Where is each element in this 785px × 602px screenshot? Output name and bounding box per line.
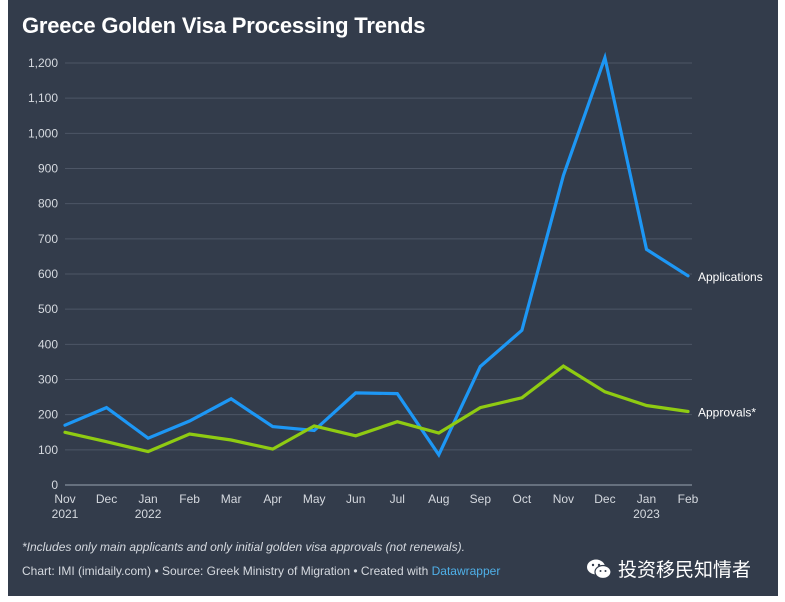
footnote: *Includes only main applicants and only … [22, 540, 465, 554]
x-tick-label: Sep [470, 492, 492, 506]
series-line-approvals [63, 364, 690, 454]
x-tick-label: Dec [96, 492, 117, 506]
x-tick-label: Feb [179, 492, 200, 506]
series-label: Approvals* [698, 406, 756, 420]
y-tick-label: 0 [51, 478, 58, 492]
wechat-icon [587, 559, 612, 579]
y-tick-label: 900 [38, 162, 58, 176]
x-tick-label: Oct [513, 492, 532, 506]
chart-title: Greece Golden Visa Processing Trends [22, 13, 426, 38]
x-tick-label: Mar [221, 492, 242, 506]
y-tick-label: 300 [38, 373, 58, 387]
series-line-applications [63, 51, 690, 459]
y-tick-label: 800 [38, 197, 58, 211]
x-tick-label: Jul [390, 492, 405, 506]
watermark: 投资移民知情者 [586, 555, 751, 582]
x-tick-year-label: 2021 [52, 507, 79, 521]
x-tick-label: Jan [138, 492, 157, 506]
datawrapper-link[interactable]: Datawrapper [431, 564, 501, 578]
x-tick-year-label: 2022 [135, 507, 162, 521]
x-tick-label: Jan [637, 492, 656, 506]
y-tick-label: 400 [38, 337, 58, 351]
y-tick-label: 1,100 [28, 91, 58, 105]
y-tick-label: 1,000 [28, 126, 58, 140]
x-tick-label: Apr [263, 492, 282, 506]
y-tick-label: 200 [38, 408, 58, 422]
x-tick-year-label: 2023 [633, 507, 660, 521]
grid-lines [65, 62, 692, 486]
x-tick-label: Nov [553, 492, 574, 506]
x-tick-label: Jun [346, 492, 365, 506]
credit-text: Chart: IMI (imidaily.com) • Source: Gree… [22, 564, 432, 578]
x-tick-label: Nov [54, 492, 75, 506]
y-axis-ticks: 0 100 200 300 400 500 600 700 800 900 1,000 1,100 1,… [28, 56, 58, 492]
y-tick-label: 500 [38, 302, 58, 316]
chart-card: Greece Golden Visa Processing Trends 0 10… [8, 0, 778, 596]
y-tick-label: 100 [38, 443, 58, 457]
series-label: Applications [698, 270, 763, 284]
series-lines [63, 51, 690, 459]
y-tick-label: 1,200 [28, 56, 58, 70]
y-tick-label: 700 [38, 232, 58, 246]
watermark-text: 投资移民知情者 [618, 560, 752, 581]
line-chart: 0 100 200 300 400 500 600 700 800 900 1,000 1,100 1,… [28, 51, 763, 521]
x-tick-label: Feb [678, 492, 699, 506]
credit-line: Chart: IMI (imidaily.com) • Source: Gree… [22, 564, 500, 578]
y-tick-label: 600 [38, 267, 58, 281]
x-tick-label: May [303, 492, 326, 506]
series-labels: Applications Approvals* [698, 270, 763, 420]
x-tick-label: Aug [428, 492, 449, 506]
x-tick-label: Dec [594, 492, 615, 506]
